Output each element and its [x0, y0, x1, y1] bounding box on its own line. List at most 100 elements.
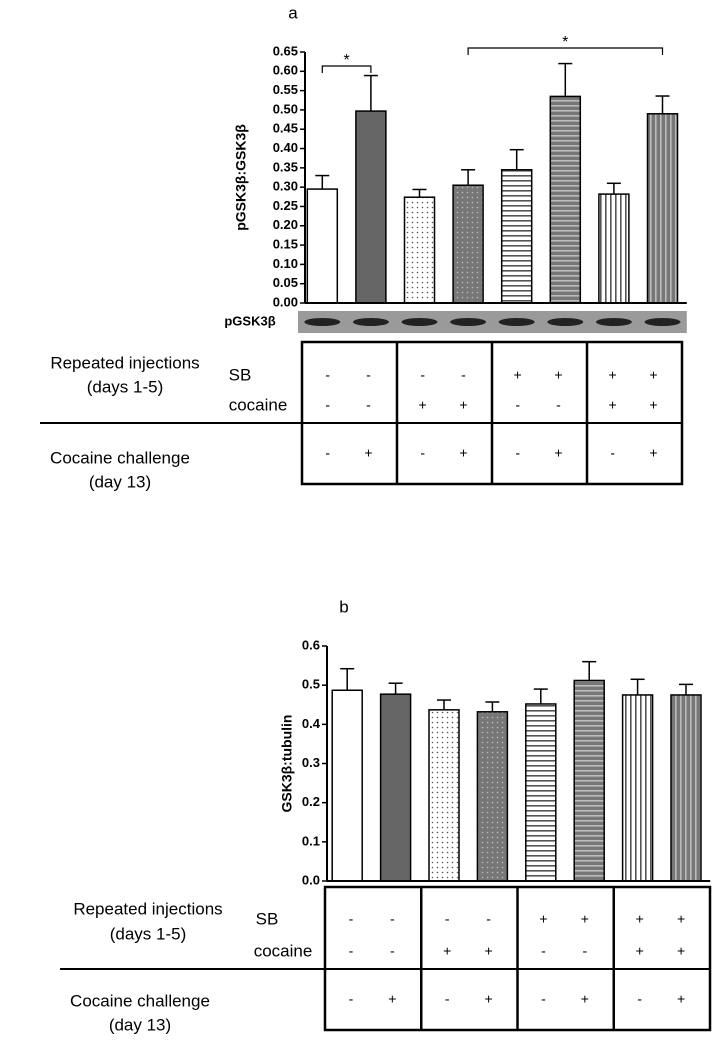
blot-label: pGSK3β	[224, 313, 275, 328]
significance-label: *	[343, 52, 349, 69]
y-tick-label: 0.50	[273, 101, 298, 116]
table-cell: +	[677, 943, 685, 959]
table-cell: +	[649, 367, 657, 383]
bar	[549, 95, 582, 304]
table-cell: +	[554, 367, 562, 383]
y-tick-label: 0.5	[302, 677, 320, 692]
section-label: (day 13)	[109, 1015, 171, 1034]
row-label: SB	[229, 365, 252, 384]
section-label: Cocaine challenge	[70, 991, 210, 1010]
table-cell: +	[419, 397, 427, 413]
y-tick-label: 0.45	[273, 121, 298, 136]
bar	[355, 110, 387, 304]
blot-band	[595, 318, 632, 326]
significance-bracket	[467, 47, 664, 55]
significance-label: *	[562, 34, 568, 51]
table-cell: -	[390, 943, 395, 959]
table-cell: -	[583, 943, 588, 959]
panel-title: a	[288, 3, 298, 22]
table-cell: +	[485, 943, 493, 959]
blot	[298, 311, 687, 333]
table-cell: +	[539, 911, 547, 927]
row-label: cocaine	[229, 395, 288, 414]
table-cell: -	[445, 911, 450, 927]
table-cell: +	[636, 911, 644, 927]
bar	[598, 193, 630, 304]
y-axis-label: pGSK3β:GSK3β	[233, 124, 249, 231]
section-label: (days 1-5)	[110, 924, 187, 943]
section-label: (days 1-5)	[87, 377, 164, 396]
table-cell: -	[541, 991, 546, 1007]
y-tick-label: 0.65	[273, 43, 298, 58]
y-tick-label: 0.55	[273, 82, 298, 97]
row-label: cocaine	[254, 941, 313, 960]
blot-band	[401, 318, 438, 326]
table-cell: +	[364, 445, 372, 461]
table-cell: +	[459, 397, 467, 413]
table-cell: -	[366, 367, 371, 383]
y-tick-label: 0.2	[302, 794, 320, 809]
bar	[646, 113, 679, 304]
bar	[379, 693, 412, 882]
y-tick-label: 0.1	[302, 833, 320, 848]
y-tick-label: 0.00	[273, 294, 298, 309]
table-cell: +	[581, 911, 589, 927]
table-cell: -	[349, 991, 354, 1007]
table-cell: +	[443, 943, 451, 959]
y-tick-label: 0.60	[273, 63, 298, 78]
y-tick-label: 0.15	[273, 237, 298, 252]
y-tick-label: 0.3	[302, 755, 320, 770]
table-cell: +	[554, 445, 562, 461]
table-cell: -	[637, 991, 642, 1007]
y-tick-label: 0.05	[273, 275, 298, 290]
y-tick-label: 0.10	[273, 256, 298, 271]
table-cell: -	[486, 911, 491, 927]
table-cell: -	[325, 445, 330, 461]
table-cell: -	[610, 445, 615, 461]
bar	[331, 689, 363, 882]
table-cell: -	[515, 397, 520, 413]
bar	[428, 709, 460, 882]
bar	[476, 711, 509, 882]
blot-band	[547, 318, 584, 326]
y-tick-label: 0.20	[273, 217, 298, 232]
table-cell: -	[541, 943, 546, 959]
bar	[500, 169, 533, 304]
section-label: Repeated injections	[73, 899, 222, 918]
blot-band	[304, 318, 341, 326]
section-label: Repeated injections	[50, 353, 199, 372]
table-cell: +	[388, 991, 396, 1007]
bar	[525, 703, 557, 882]
table-cell: +	[514, 367, 522, 383]
bar	[621, 694, 654, 882]
blot-band	[644, 318, 681, 326]
y-tick-label: 0.40	[273, 140, 298, 155]
blot-band	[450, 318, 487, 326]
table-cell: -	[420, 445, 425, 461]
y-tick-label: 0.6	[302, 637, 320, 652]
section-label: Cocaine challenge	[50, 448, 190, 467]
y-tick-label: 0.25	[273, 198, 298, 213]
table-cell: +	[459, 445, 467, 461]
bar	[573, 679, 605, 882]
blot-band	[498, 318, 535, 326]
bar	[403, 196, 436, 304]
table-cell: +	[609, 397, 617, 413]
y-tick-label: 0.4	[302, 716, 321, 731]
y-tick-label: 0.30	[273, 179, 298, 194]
table-cell: +	[649, 445, 657, 461]
section-label: (day 13)	[89, 472, 151, 491]
y-axis-label: GSK3β:tubulin	[279, 715, 295, 813]
table-cell: +	[677, 911, 685, 927]
blot-band	[352, 318, 389, 326]
table-cell: -	[349, 911, 354, 927]
table-cell: +	[581, 991, 589, 1007]
bar	[670, 694, 702, 882]
table-cell: +	[649, 397, 657, 413]
table-cell: -	[420, 367, 425, 383]
table-cell: -	[325, 397, 330, 413]
table-cell: -	[461, 367, 466, 383]
bar	[306, 188, 339, 304]
table-cell: -	[515, 445, 520, 461]
table-cell: -	[366, 397, 371, 413]
